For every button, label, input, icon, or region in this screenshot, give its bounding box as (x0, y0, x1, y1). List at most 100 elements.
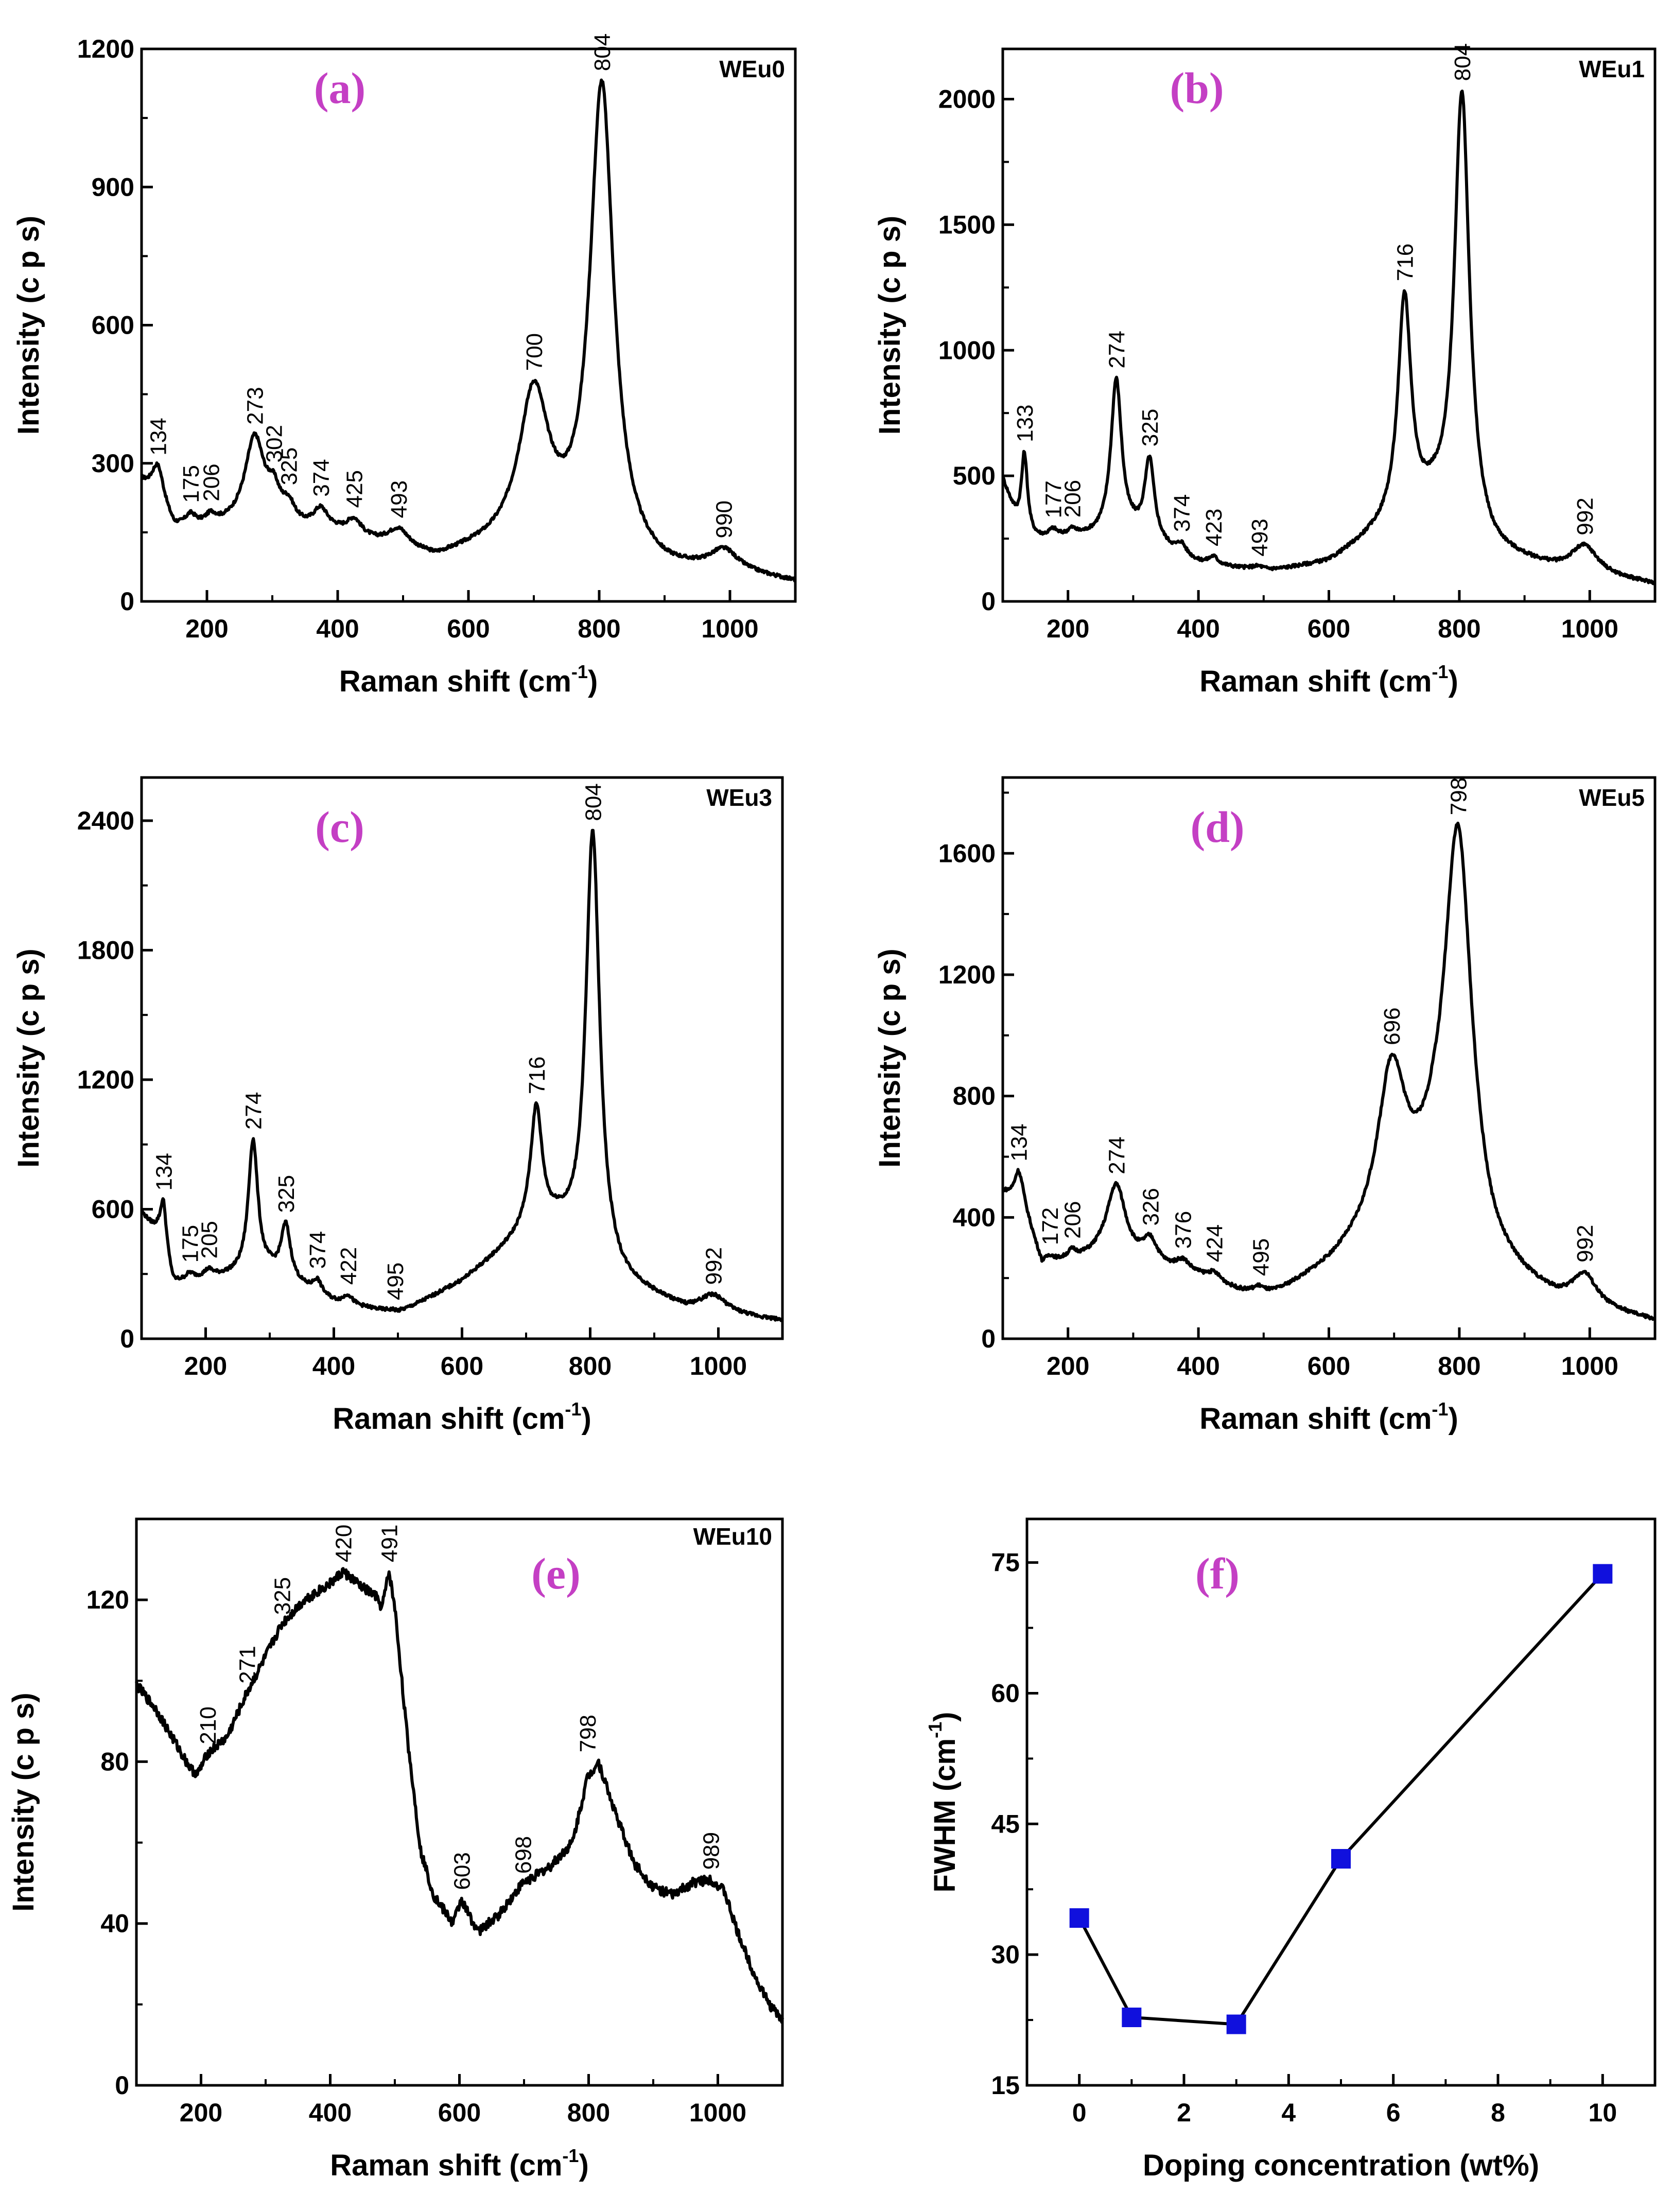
x-axis-label: Raman shift (cm-1) (339, 661, 598, 698)
panel-c-weu3: 200 400 600 800 1000 0 600 1200 1800 2400 Raman sh… (12, 776, 784, 1436)
peak-label: 716 (1392, 244, 1418, 281)
panel-b-weu1: 200 400 600 800 1000 0 500 1000 1500 2000 Raman sh… (873, 43, 1657, 698)
y-axis-label: Intensity (c p s) (12, 216, 45, 435)
peak-label: 210 (196, 1706, 221, 1744)
panel-label: (c) (315, 802, 364, 852)
panel-f-fwhm: 0 2 4 6 8 10 15 30 45 60 75 Doping concentration (w… (925, 1517, 1657, 2182)
peak-label: 134 (151, 1153, 177, 1190)
x-tick-label: 1000 (1561, 614, 1618, 643)
peak-label: 326 (1138, 1188, 1163, 1225)
y-tick-label: 0 (120, 587, 134, 616)
peak-label: 175 (178, 1225, 203, 1263)
peak-label: 798 (576, 1715, 601, 1752)
y-tick-label: 15 (991, 2071, 1020, 2100)
peak-label: 804 (581, 783, 606, 821)
y-tick-label: 45 (991, 1809, 1020, 1838)
raman-spectrum (1002, 821, 1657, 1321)
panel-label: (f) (1195, 1549, 1240, 1598)
x-axis-label: Raman shift (cm-1) (330, 2145, 589, 2182)
peak-label: 206 (199, 463, 224, 501)
peak-label: 992 (1573, 1225, 1598, 1263)
y-tick-label: 2000 (938, 85, 996, 114)
y-tick-label: 0 (120, 1324, 134, 1353)
plot-frame (140, 776, 784, 1340)
x-axis-label: Raman shift (cm-1) (333, 1398, 591, 1436)
sample-name: WEu10 (693, 1523, 772, 1550)
panel-label: (a) (314, 63, 365, 113)
raman-spectrum (135, 1567, 784, 2024)
y-tick-label: 1200 (77, 34, 134, 63)
peak-label: 325 (270, 1577, 295, 1615)
peak-label: 273 (243, 387, 268, 424)
peak-label: 325 (274, 1175, 299, 1213)
x-tick-label: 200 (185, 614, 228, 643)
y-axis-label: Intensity (c p s) (873, 216, 907, 435)
y-tick-label: 600 (92, 311, 134, 340)
y-tick-label: 2400 (77, 806, 134, 835)
panel-d-weu5: 200 400 600 800 1000 0 400 800 1200 1600 Raman shi… (873, 776, 1657, 1436)
x-tick-label: 400 (1177, 614, 1219, 643)
y-tick-label: 1200 (938, 960, 996, 989)
y-tick-label: 120 (86, 1585, 129, 1614)
x-tick-label: 1000 (689, 2098, 746, 2127)
fwhm-point (1593, 1564, 1613, 1584)
fwhm-line (1078, 1572, 1604, 2026)
fwhm-point (1226, 2014, 1246, 2034)
peak-label: 374 (309, 459, 334, 496)
x-tick-label: 200 (184, 1352, 227, 1380)
x-tick-label: 600 (438, 2098, 481, 2127)
y-tick-label: 1200 (77, 1065, 134, 1094)
y-tick-label: 1000 (938, 336, 996, 365)
x-tick-label: 1000 (690, 1352, 747, 1380)
x-axis-label: Raman shift (cm-1) (1199, 661, 1458, 698)
x-tick-label: 800 (578, 614, 620, 643)
peak-label: 798 (1446, 777, 1471, 815)
y-tick-label: 0 (115, 2071, 129, 2100)
x-tick-label: 4 (1281, 2098, 1296, 2127)
y-tick-label: 0 (981, 1324, 996, 1353)
peak-label: 990 (711, 500, 737, 538)
sample-name: WEu5 (1579, 784, 1645, 811)
fwhm-point (1122, 2008, 1142, 2027)
sample-name: WEu3 (706, 784, 772, 811)
peak-label: 177 (1041, 480, 1067, 518)
x-tick-label: 600 (1308, 614, 1350, 643)
peak-label: 700 (522, 333, 547, 371)
y-tick-label: 600 (92, 1195, 134, 1223)
peak-label: 493 (387, 480, 412, 518)
peak-label: 420 (332, 1525, 357, 1562)
x-tick-label: 200 (1047, 1352, 1089, 1380)
y-tick-label: 0 (981, 587, 996, 616)
peak-label: 274 (1104, 331, 1129, 368)
x-tick-label: 600 (441, 1352, 483, 1380)
y-tick-label: 500 (953, 461, 996, 490)
panel-e-weu10: 200 400 600 800 1000 0 40 80 120 Raman shift (cm-… (7, 1517, 784, 2182)
x-tick-label: 600 (447, 614, 490, 643)
peak-label: 493 (1247, 519, 1273, 556)
peak-label: 134 (146, 418, 171, 455)
fwhm-point (1331, 1849, 1351, 1869)
peak-label: 424 (1203, 1224, 1228, 1262)
y-tick-label: 60 (991, 1679, 1020, 1707)
y-tick-label: 40 (100, 1909, 129, 1938)
y-axis-label: Intensity (c p s) (873, 948, 907, 1167)
x-axis-label: Doping concentration (wt%) (1143, 2149, 1539, 2182)
x-tick-label: 400 (316, 614, 359, 643)
x-tick-label: 2 (1177, 2098, 1191, 2127)
x-tick-label: 800 (1438, 1352, 1480, 1380)
raman-spectrum (141, 78, 797, 583)
peak-label: 716 (525, 1057, 550, 1094)
y-tick-label: 900 (92, 172, 134, 201)
peak-label: 804 (1450, 43, 1475, 81)
x-axis-label: Raman shift (cm-1) (1199, 1398, 1458, 1436)
y-tick-label: 1600 (938, 839, 996, 868)
panel-label: (d) (1190, 802, 1244, 852)
peak-label: 992 (702, 1247, 727, 1285)
panel-a-weu0: 200 400 600 800 1000 0 300 600 900 1200 Raman shif… (12, 33, 797, 698)
x-tick-label: 600 (1308, 1352, 1350, 1380)
peak-label: 603 (449, 1852, 475, 1890)
x-tick-label: 1000 (1561, 1352, 1618, 1380)
peak-label: 374 (1170, 494, 1195, 532)
peak-label: 134 (1006, 1124, 1032, 1161)
peak-label: 206 (1060, 480, 1085, 517)
